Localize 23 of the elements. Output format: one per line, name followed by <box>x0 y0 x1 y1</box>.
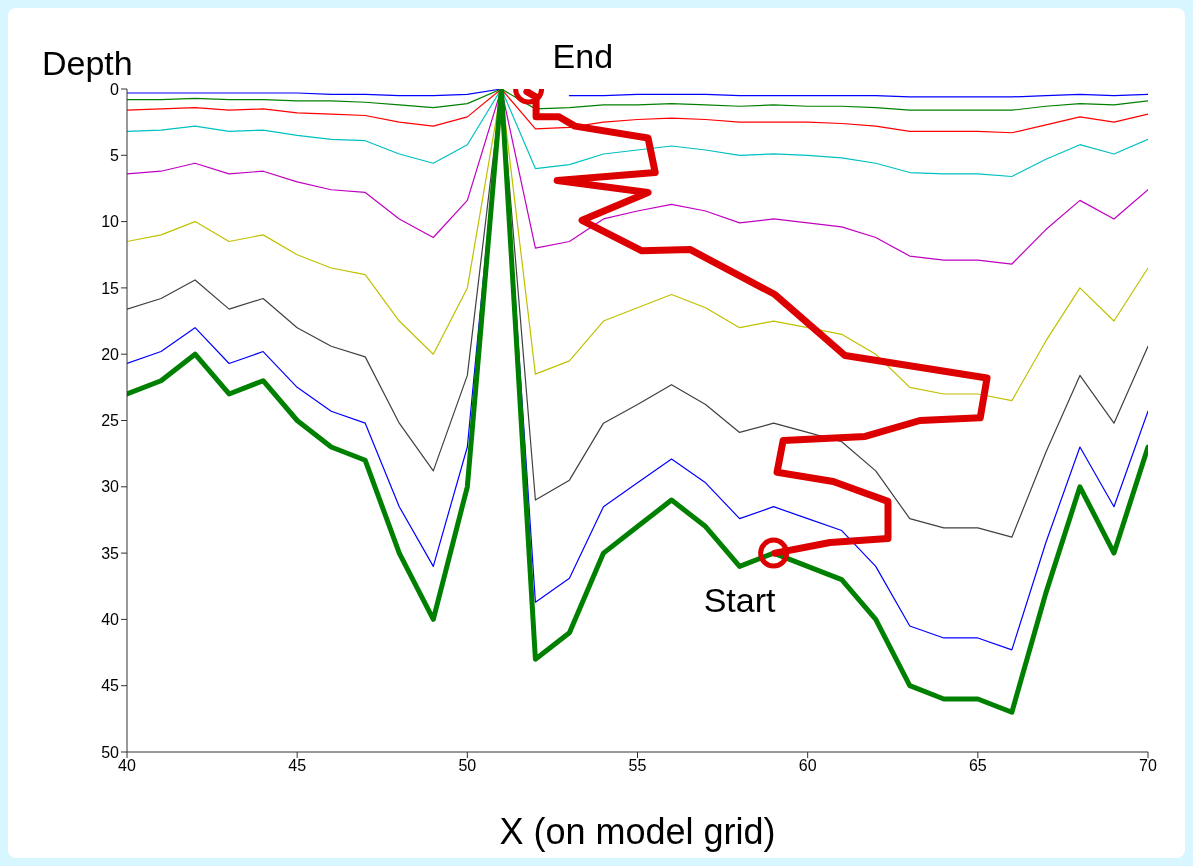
annotation: End <box>552 37 614 76</box>
x-tick-label: 50 <box>458 757 477 775</box>
x-tick-label: 65 <box>968 757 987 775</box>
x-tick-label: 60 <box>798 757 817 775</box>
line-series <box>127 89 1148 134</box>
y-tick-label: 30 <box>101 478 120 496</box>
x-tick-label: 55 <box>628 757 647 775</box>
y-tick-label: 5 <box>110 146 120 164</box>
y-tick-label: 25 <box>101 412 120 430</box>
x-axis-title: X (on model grid) <box>499 811 776 852</box>
x-tick-label: 70 <box>1139 757 1157 775</box>
annotation: Start <box>703 581 776 621</box>
y-tick-label: 45 <box>101 677 120 695</box>
y-tick-label: 40 <box>101 611 120 629</box>
y-tick-label: 10 <box>101 213 120 231</box>
y-tick-label: 50 <box>101 743 120 761</box>
y-axis-title: Depth <box>42 44 133 83</box>
y-tick-label: 35 <box>101 544 120 562</box>
x-tick-label: 45 <box>288 757 307 775</box>
y-tick-label: 15 <box>101 279 120 297</box>
y-tick-label: 0 <box>110 80 120 98</box>
y-tick-label: 20 <box>101 345 120 363</box>
line-series <box>127 89 1148 178</box>
